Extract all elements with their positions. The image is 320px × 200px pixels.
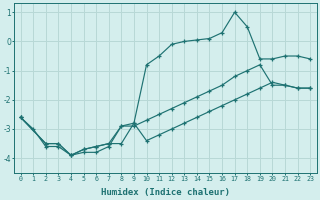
X-axis label: Humidex (Indice chaleur): Humidex (Indice chaleur) <box>101 188 230 197</box>
